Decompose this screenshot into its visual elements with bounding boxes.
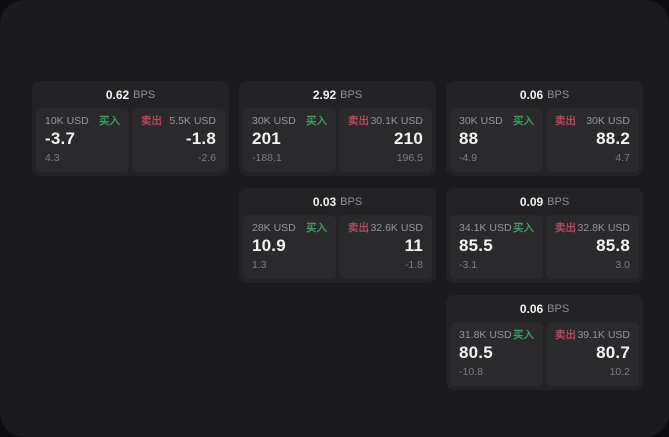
quote-panels: 10K USD 买入 -3.7 4.3 卖出 5.5K USD -1.8 -2.…: [32, 108, 229, 176]
bps-spread-value: 0.06: [519, 301, 544, 316]
buy-tag: 买入: [306, 115, 327, 127]
sell-size: 30.1K USD: [370, 115, 423, 127]
sell-panel[interactable]: 卖出 5.5K USD -1.8 -2.6: [132, 108, 225, 172]
buy-price: 80.5: [459, 343, 493, 362]
sell-panel[interactable]: 卖出 30K USD 88.2 4.7: [546, 108, 639, 172]
bps-unit-label: BPS: [547, 88, 570, 101]
buy-sub-value: -4.9: [459, 152, 478, 164]
sell-size: 39.1K USD: [577, 329, 630, 341]
buy-panel[interactable]: 30K USD 买入 201 -188.1: [243, 108, 336, 172]
quote-card: 0.09 BPS 34.1K USD 买入 85.5 -3.1 卖出 32.8K…: [446, 188, 643, 283]
buy-tag: 买入: [306, 222, 327, 234]
buy-size: 30K USD: [459, 115, 503, 127]
sell-price: 85.8: [596, 236, 630, 255]
sell-tag: 卖出: [555, 115, 576, 127]
buy-price: 88: [459, 129, 479, 148]
card-header: 0.06 BPS: [446, 81, 643, 108]
bps-unit-label: BPS: [547, 302, 570, 315]
buy-sub-value: 1.3: [252, 259, 267, 271]
quote-panels: 30K USD 买入 88 -4.9 卖出 30K USD 88.2 4.7: [446, 108, 643, 176]
bps-spread-value: 0.03: [312, 194, 337, 209]
buy-panel[interactable]: 10K USD 买入 -3.7 4.3: [36, 108, 129, 172]
quote-card: 0.06 BPS 31.8K USD 买入 80.5 -10.8 卖出 39.1…: [446, 295, 643, 390]
quote-card: 0.62 BPS 10K USD 买入 -3.7 4.3 卖出 5.5K USD…: [32, 81, 229, 176]
buy-size: 31.8K USD: [459, 329, 512, 341]
buy-tag: 买入: [513, 329, 534, 341]
quote-panels: 31.8K USD 买入 80.5 -10.8 卖出 39.1K USD 80.…: [446, 322, 643, 390]
bps-unit-label: BPS: [133, 88, 156, 101]
bps-unit-label: BPS: [547, 195, 570, 208]
sell-sub-value: -1.8: [404, 259, 423, 271]
buy-panel[interactable]: 34.1K USD 买入 85.5 -3.1: [450, 215, 543, 279]
buy-price: 201: [252, 129, 281, 148]
quote-panels: 30K USD 买入 201 -188.1 卖出 30.1K USD 210 1…: [239, 108, 436, 176]
buy-size: 10K USD: [45, 115, 89, 127]
buy-price: 10.9: [252, 236, 286, 255]
sell-panel[interactable]: 卖出 39.1K USD 80.7 10.2: [546, 322, 639, 386]
buy-panel[interactable]: 30K USD 买入 88 -4.9: [450, 108, 543, 172]
sell-panel[interactable]: 卖出 32.6K USD 11 -1.8: [339, 215, 432, 279]
buy-panel[interactable]: 31.8K USD 买入 80.5 -10.8: [450, 322, 543, 386]
sell-tag: 卖出: [555, 329, 576, 341]
buy-size: 30K USD: [252, 115, 296, 127]
sell-sub-value: 10.2: [609, 366, 630, 378]
buy-size: 34.1K USD: [459, 222, 512, 234]
sell-size: 30K USD: [586, 115, 630, 127]
sell-price: 80.7: [596, 343, 630, 362]
bps-unit-label: BPS: [340, 195, 363, 208]
buy-tag: 买入: [513, 222, 534, 234]
card-header: 0.09 BPS: [446, 188, 643, 215]
quote-panels: 28K USD 买入 10.9 1.3 卖出 32.6K USD 11 -1.8: [239, 215, 436, 283]
bps-spread-value: 0.09: [519, 194, 544, 209]
quote-card: 0.06 BPS 30K USD 买入 88 -4.9 卖出 30K USD 8…: [446, 81, 643, 176]
buy-sub-value: -10.8: [459, 366, 483, 378]
buy-sub-value: 4.3: [45, 152, 60, 164]
sell-panel[interactable]: 卖出 30.1K USD 210 196.5: [339, 108, 432, 172]
bps-unit-label: BPS: [340, 88, 363, 101]
sell-price: 11: [404, 236, 423, 255]
sell-size: 32.8K USD: [577, 222, 630, 234]
buy-price: -3.7: [45, 129, 76, 148]
sell-panel[interactable]: 卖出 32.8K USD 85.8 3.0: [546, 215, 639, 279]
sell-price: -1.8: [185, 129, 216, 148]
buy-size: 28K USD: [252, 222, 296, 234]
bps-spread-value: 0.62: [105, 87, 130, 102]
quote-card: 2.92 BPS 30K USD 买入 201 -188.1 卖出 30.1K …: [239, 81, 436, 176]
sell-tag: 卖出: [348, 115, 369, 127]
quote-panels: 34.1K USD 买入 85.5 -3.1 卖出 32.8K USD 85.8…: [446, 215, 643, 283]
bps-spread-value: 0.06: [519, 87, 544, 102]
card-header: 0.03 BPS: [239, 188, 436, 215]
sell-size: 32.6K USD: [370, 222, 423, 234]
buy-panel[interactable]: 28K USD 买入 10.9 1.3: [243, 215, 336, 279]
card-header: 2.92 BPS: [239, 81, 436, 108]
buy-tag: 买入: [513, 115, 534, 127]
sell-tag: 卖出: [348, 222, 369, 234]
card-header: 0.06 BPS: [446, 295, 643, 322]
buy-tag: 买入: [99, 115, 120, 127]
sell-price: 88.2: [596, 129, 630, 148]
sell-sub-value: 3.0: [615, 259, 630, 271]
sell-tag: 卖出: [555, 222, 576, 234]
buy-price: 85.5: [459, 236, 493, 255]
card-header: 0.62 BPS: [32, 81, 229, 108]
sell-tag: 卖出: [141, 115, 162, 127]
sell-size: 5.5K USD: [169, 115, 216, 127]
buy-sub-value: -188.1: [252, 152, 282, 164]
sell-sub-value: 196.5: [396, 152, 423, 164]
sell-sub-value: -2.6: [197, 152, 216, 164]
buy-sub-value: -3.1: [459, 259, 478, 271]
sell-price: 210: [394, 129, 423, 148]
quote-card: 0.03 BPS 28K USD 买入 10.9 1.3 卖出 32.6K US…: [239, 188, 436, 283]
bps-spread-value: 2.92: [312, 87, 337, 102]
sell-sub-value: 4.7: [615, 152, 630, 164]
